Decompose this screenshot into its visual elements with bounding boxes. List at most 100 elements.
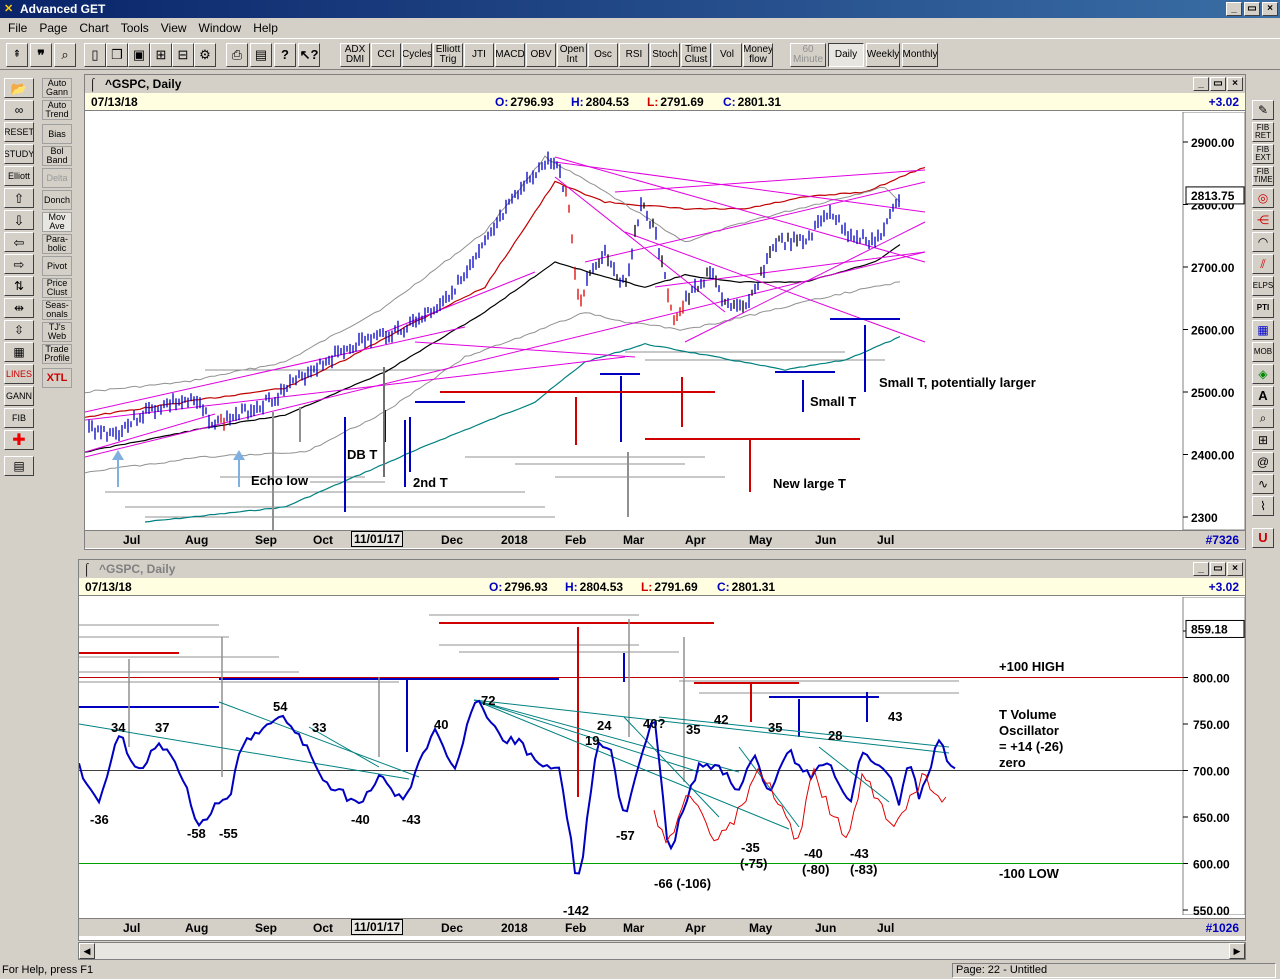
grid-icon[interactable]: ▦ [4,342,34,362]
right-arrow-icon[interactable]: ⇨ [4,254,34,274]
fan-icon[interactable]: ⋲ [1252,210,1274,230]
study-cci-button[interactable]: CCI [371,43,401,67]
tjs-web-button[interactable]: TJ's Web [42,322,72,342]
study-cycles-button[interactable]: Cycles [402,43,432,67]
print-preview-icon[interactable]: ▤ [250,43,272,67]
reset-button[interactable]: RESET [4,122,34,142]
pti-button[interactable]: PTI [1252,298,1274,318]
up-arrow-icon[interactable]: ⇧ [4,188,34,208]
channel-icon[interactable]: ⫽ [1252,254,1274,274]
xtl-button[interactable]: XTL [42,368,72,388]
grid-icon[interactable]: ▦ [1252,320,1274,340]
down-arrow-icon[interactable]: ⇩ [4,210,34,230]
print-icon[interactable]: ⎙ [226,43,248,67]
fib-ret-button[interactable]: FIB RET [1252,122,1274,142]
spiral-icon[interactable]: @ [1252,452,1274,472]
zoom-in-icon[interactable]: ⊞ [150,43,172,67]
crosshair-icon[interactable]: ✚ [4,430,34,450]
scroll-left-icon[interactable]: ◀ [79,943,95,959]
magnify-icon[interactable]: ⌕ [54,43,76,67]
lines-button[interactable]: LINES [4,364,34,384]
osc-close-button[interactable]: × [1227,562,1243,576]
horizontal-scrollbar[interactable]: ◀ ▶ [78,942,1246,960]
zoom-out-icon[interactable]: ⊟ [172,43,194,67]
wave-icon[interactable]: ∿ [1252,474,1274,494]
donch-button[interactable]: Donch [42,190,72,210]
context-help-icon[interactable]: ↖? [298,43,320,67]
magnet-icon[interactable]: U [1252,528,1274,548]
settings-icon[interactable]: ⚙ [194,43,216,67]
study-open-int-button[interactable]: Open Int [557,43,587,67]
cursor-icon[interactable]: ⇞ [6,43,28,67]
bol-band-button[interactable]: Bol Band [42,146,72,166]
price-minimize-button[interactable]: _ [1193,77,1209,91]
menu-page[interactable]: Page [39,21,68,35]
price-clust-button[interactable]: Price Clust [42,278,72,298]
study-adx-button[interactable]: ADX DMI [340,43,370,67]
price-maximize-button[interactable]: ▭ [1210,77,1226,91]
auto-gann-button[interactable]: Auto Gann [42,78,72,98]
study-macd-button[interactable]: MACD [495,43,525,67]
seasonals-button[interactable]: Seas-onals [42,300,72,320]
oscillator-plot-area[interactable]: 850.00800.00750.00700.00650.00600.00550.… [79,597,1245,915]
regression-icon[interactable]: ⊞ [1252,430,1274,450]
trade-profile-button[interactable]: Trade Profile [42,344,72,364]
study-obv-button[interactable]: OBV [526,43,556,67]
osc-minimize-button[interactable]: _ [1193,562,1209,576]
properties-icon[interactable]: ▤ [4,456,34,476]
osc-maximize-button[interactable]: ▭ [1210,562,1226,576]
menu-help[interactable]: Help [253,21,278,35]
minimize-button[interactable]: _ [1226,2,1242,16]
parabolic-button[interactable]: Para-bolic [42,234,72,254]
elliott-button[interactable]: Elliott [4,166,34,186]
glasses-icon[interactable]: ∞ [4,100,34,120]
study-time-clust-button[interactable]: Time Clust [681,43,711,67]
open-icon[interactable]: 📂 [4,78,34,98]
quote-icon[interactable]: ❞ [30,43,52,67]
left-arrow-icon[interactable]: ⇦ [4,232,34,252]
menu-window[interactable]: Window [198,21,242,35]
timeframe-monthly-button[interactable]: Monthly [902,43,938,67]
fib-time-button[interactable]: FIB TIME [1252,166,1274,186]
price-plot-area[interactable]: 2900.002800.002700.002600.002500.002400.… [85,112,1245,530]
expand-icon[interactable]: ⇹ [4,298,34,318]
pencil-icon[interactable]: ✎ [1252,100,1274,120]
elps-button[interactable]: ELPS [1252,276,1274,296]
study-money-flow-button[interactable]: Money flow [743,43,773,67]
menu-view[interactable]: View [160,21,187,35]
auto-trend-button[interactable]: Auto Trend [42,100,72,120]
menu-chart[interactable]: Chart [79,21,109,35]
close-button[interactable]: × [1262,2,1278,16]
delta-button[interactable]: Delta [42,168,72,188]
step-icon[interactable]: ⌇ [1252,496,1274,516]
study-elliott-trig-button[interactable]: Elliott Trig [433,43,463,67]
price-close-button[interactable]: × [1227,77,1243,91]
compress-icon[interactable]: ⇅ [4,276,34,296]
study-osc-button[interactable]: Osc [588,43,618,67]
timeframe-daily-button[interactable]: Daily [828,43,864,67]
mob-button[interactable]: MOB [1252,342,1274,362]
new-page-icon[interactable]: ▯ [84,43,106,67]
paste-icon[interactable]: ▣ [128,43,150,67]
study-vol-button[interactable]: Vol [712,43,742,67]
arc-icon[interactable]: ◠ [1252,232,1274,252]
stretch-icon[interactable]: ⇳ [4,320,34,340]
fib-button[interactable]: FIB [4,408,34,428]
copy-icon[interactable]: ❐ [106,43,128,67]
ellipse-icon[interactable]: ◈ [1252,364,1274,384]
study-jti-button[interactable]: JTI [464,43,494,67]
study-rsi-button[interactable]: RSI [619,43,649,67]
pivot-button[interactable]: Pivot [42,256,72,276]
scroll-right-icon[interactable]: ▶ [1229,943,1245,959]
zoom-icon[interactable]: ⌕ [1252,408,1274,428]
text-icon[interactable]: A [1252,386,1274,406]
help-icon[interactable]: ? [274,43,296,67]
menu-file[interactable]: File [8,21,28,35]
bias-button[interactable]: Bias [42,124,72,144]
fib-ext-button[interactable]: FIB EXT [1252,144,1274,164]
gann-button[interactable]: GANN [4,386,34,406]
study-button[interactable]: STUDY [4,144,34,164]
restore-button[interactable]: ▭ [1244,2,1260,16]
timeframe-60min-button[interactable]: 60 Minute [790,43,826,67]
timeframe-weekly-button[interactable]: Weekly [866,43,900,67]
